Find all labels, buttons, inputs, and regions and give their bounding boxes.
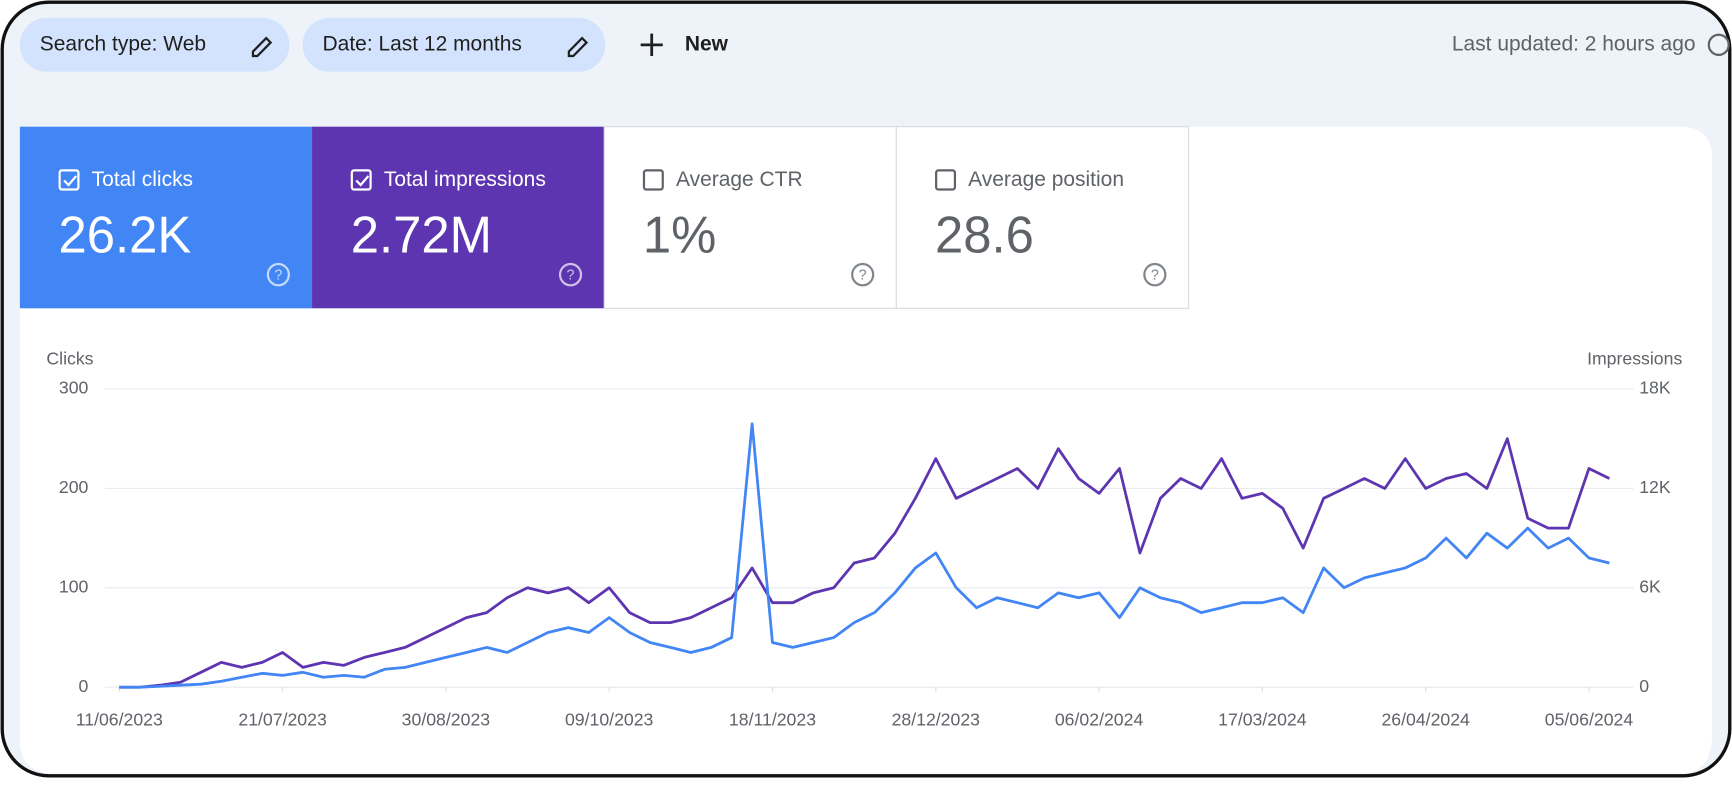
checkmark: [355, 175, 370, 187]
edit-icon: [251, 36, 273, 58]
metric-card[interactable]: [312, 126, 605, 309]
y-tick-label: 100: [59, 576, 89, 596]
help-icon[interactable]: [558, 262, 583, 287]
y-tick-label: 0: [79, 676, 89, 696]
metric-value: 2.72M: [351, 206, 492, 263]
help-icon[interactable]: [266, 262, 290, 287]
checkbox[interactable]: [350, 169, 372, 191]
y2-tick-label: 18K: [1639, 378, 1671, 398]
metric-card[interactable]: [603, 126, 897, 309]
chip-label: Date: Last 12 months: [323, 32, 522, 55]
edit-icon: [567, 36, 589, 58]
y-axis-title: Clicks: [46, 348, 93, 368]
x-tick-label: 28/12/2023: [892, 709, 981, 729]
series-line: [119, 422, 1610, 689]
x-tick-label: 06/02/2024: [1055, 709, 1144, 729]
metric-card[interactable]: [19, 126, 313, 309]
metric-card[interactable]: [895, 126, 1190, 309]
metric-label: Average CTR: [676, 168, 803, 191]
y-tick-label: 300: [59, 378, 89, 398]
metric-value: 1%: [643, 206, 716, 263]
checkbox[interactable]: [935, 169, 957, 191]
chip[interactable]: [19, 17, 290, 72]
x-tick-label: 30/08/2023: [402, 709, 491, 729]
checkbox[interactable]: [58, 169, 80, 191]
metric-label: Average position: [968, 168, 1124, 191]
metric-value: 26.2K: [59, 206, 192, 263]
y-tick-label: 200: [59, 477, 89, 497]
y2-tick-label: 12K: [1639, 477, 1671, 497]
x-tick-label: 09/10/2023: [565, 709, 654, 729]
help-mark: ?: [859, 268, 867, 284]
x-tick-label: 26/04/2024: [1381, 709, 1470, 729]
metric-label: Total clicks: [92, 168, 193, 191]
help-mark: ?: [274, 268, 282, 284]
help-mark: ?: [1151, 268, 1159, 284]
x-tick-label: 18/11/2023: [729, 709, 816, 729]
x-tick-label: 17/03/2024: [1218, 709, 1307, 729]
y2-axis-title: Impressions: [1587, 348, 1682, 368]
help-icon[interactable]: [851, 262, 875, 287]
y2-tick-label: 0: [1639, 676, 1649, 696]
last-updated: Last updated: 2 hours ago: [1452, 32, 1696, 55]
clock-icon: [1707, 33, 1730, 57]
checkmark: [63, 175, 78, 187]
metric-label: Total impressions: [384, 168, 546, 191]
chip-label: Search type: Web: [40, 32, 206, 55]
metric-value: 28.6: [935, 206, 1034, 263]
help-mark: ?: [567, 268, 575, 284]
new-button[interactable]: New: [685, 32, 729, 55]
x-tick-label: 05/06/2024: [1545, 709, 1634, 729]
y2-tick-label: 6K: [1639, 576, 1661, 596]
x-tick-label: 11/06/2023: [76, 709, 163, 729]
help-icon[interactable]: [1143, 262, 1167, 287]
checkbox[interactable]: [642, 169, 664, 191]
series-line: [119, 437, 1610, 689]
chip[interactable]: [302, 17, 606, 72]
plus-icon[interactable]: [640, 33, 663, 57]
x-tick-label: 21/07/2023: [238, 709, 327, 729]
